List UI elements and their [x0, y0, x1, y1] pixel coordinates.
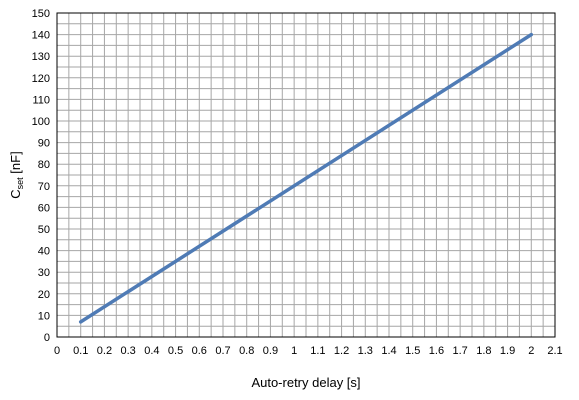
x-tick-label: 0.2: [97, 345, 112, 357]
y-tick-label: 140: [32, 30, 50, 42]
y-axis-label-sub: set: [15, 177, 25, 190]
x-tick-label: 0.8: [239, 345, 254, 357]
y-tick-label: 120: [32, 73, 50, 85]
y-tick-label: 70: [38, 181, 50, 193]
x-tick-label: 1: [291, 345, 297, 357]
x-tick-label: 0.7: [215, 345, 230, 357]
x-tick-labels: 0 0.1 0.2 0.3 0.4 0.5 0.6 0.7 0.8 0.9 1 1.1 1.2 1.3 1.…: [54, 345, 563, 357]
x-tick-label: 1.5: [405, 345, 420, 357]
x-tick-label: 1.1: [310, 345, 325, 357]
y-tick-label: 60: [38, 202, 50, 214]
x-tick-label: 1.3: [358, 345, 373, 357]
y-tick-label: 80: [38, 159, 50, 171]
x-tick-label: 2.1: [547, 345, 562, 357]
y-tick-label: 110: [32, 94, 50, 106]
y-tick-label: 50: [38, 224, 50, 236]
x-tick-label: 0.4: [144, 345, 159, 357]
y-axis-label-main: C: [8, 189, 23, 198]
y-tick-label: 10: [38, 310, 50, 322]
y-tick-label: 100: [32, 116, 50, 128]
y-tick-label: 40: [38, 246, 50, 258]
x-tick-label: 2: [528, 345, 534, 357]
y-axis-label: Cset [nF]: [8, 151, 25, 198]
x-tick-label: 0.5: [168, 345, 183, 357]
y-tick-label: 30: [38, 267, 50, 279]
x-tick-label: 1.7: [452, 345, 467, 357]
x-tick-label: 0: [54, 345, 60, 357]
x-tick-label: 0.9: [263, 345, 278, 357]
x-tick-label: 0.1: [73, 345, 88, 357]
x-tick-label: 1.6: [429, 345, 444, 357]
y-tick-label: 90: [38, 138, 50, 150]
y-tick-label: 0: [44, 332, 50, 344]
x-tick-label: 1.9: [500, 345, 515, 357]
y-tick-label: 150: [32, 8, 50, 20]
y-tick-labels: 0 10 20 30 40 50 60 70 80 90 100 110 120 130 140 150: [32, 8, 50, 344]
y-tick-label: 20: [38, 289, 50, 301]
x-tick-label: 1.2: [334, 345, 349, 357]
y-tick-label: 130: [32, 51, 50, 63]
x-tick-label: 1.8: [476, 345, 491, 357]
x-axis-label: Auto-retry delay [s]: [251, 375, 360, 390]
y-axis-label-unit: [nF]: [8, 151, 23, 177]
x-tick-label: 0.3: [120, 345, 135, 357]
x-tick-label: 0.6: [192, 345, 207, 357]
x-tick-label: 1.4: [381, 345, 396, 357]
